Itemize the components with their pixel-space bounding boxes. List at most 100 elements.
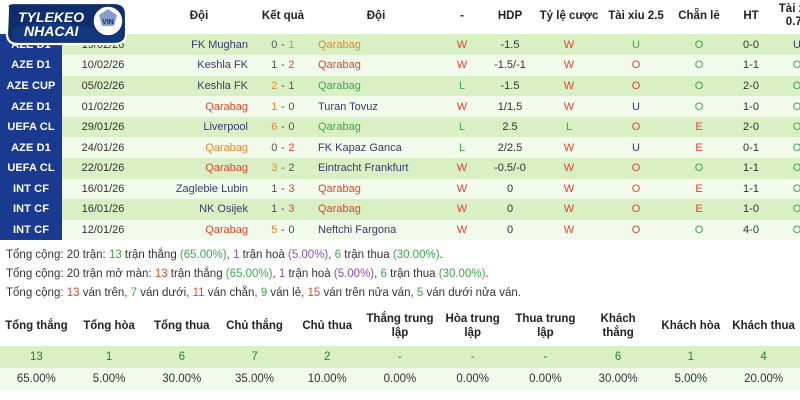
match-score: 6 - 0: [254, 116, 312, 138]
match-halftime-score: 1-0: [728, 96, 774, 117]
match-odds-result: W: [536, 34, 602, 56]
header-away-team: Đội: [312, 0, 440, 35]
match-hdp: 0: [484, 199, 536, 220]
match-halftime-score: 2-0: [728, 116, 774, 138]
match-score: 3 - 2: [254, 158, 312, 179]
match-odd-even: O: [670, 96, 728, 117]
match-row[interactable]: INT CF 16/01/26 NK Osijek 1 - 3 Qarabag W 0 W O E…: [0, 199, 800, 220]
summary-segment: ván trên,: [79, 286, 131, 299]
summary-segment: 11: [192, 286, 205, 299]
stats-percent-cell: 30.00%: [581, 368, 655, 391]
stats-header-cell: Thắng trung lập: [363, 308, 437, 347]
summary-segment: .: [485, 268, 489, 280]
match-odd-even: O: [670, 34, 728, 56]
match-home-team: Keshla FK: [144, 55, 254, 76]
header-league: [0, 0, 62, 35]
summary-segment: Tổng cộng:: [6, 286, 67, 299]
stats-count-cell: 2: [290, 346, 364, 369]
match-row[interactable]: INT CF 12/01/26 Qarabag 5 - 0 Neftchi Fargon…: [0, 219, 800, 241]
match-league-badge: INT CF: [0, 219, 62, 241]
summary-line-overunder: Tổng cộng: 13 ván trên, 7 ván dưới, 11 v…: [6, 284, 794, 303]
match-result: L: [440, 75, 484, 97]
summary-segment: trận thắng: [121, 249, 180, 262]
match-away-team: Qarabag: [312, 116, 440, 138]
match-over-under: O: [602, 55, 670, 76]
stats-count-cell: -: [509, 346, 582, 369]
stats-percent-cell: 65.00%: [0, 368, 73, 391]
summary-segment: (30.00%): [438, 268, 486, 280]
match-hdp: 2.5: [484, 116, 536, 138]
stats-header-cell: Tổng hòa: [72, 308, 146, 347]
summary-segment: (5.00%): [333, 268, 375, 280]
match-odd-even: O: [670, 219, 728, 241]
header-score: Kết quả: [254, 0, 312, 35]
summary-segment: 6: [380, 268, 387, 280]
match-over-under-075: O: [774, 219, 800, 241]
match-league-badge: INT CF: [0, 199, 62, 220]
match-date: 16/01/26: [62, 178, 144, 200]
match-result: L: [440, 116, 484, 138]
match-away-team: Turan Tovuz: [312, 96, 440, 117]
match-row[interactable]: AZE D1 10/02/26 Keshla FK 1 - 2 Qarabag W -1.5…: [0, 55, 800, 76]
match-odds-result: W: [536, 137, 602, 158]
stats-header-cell: Chủ thua: [290, 308, 364, 347]
header-halftime: HT: [728, 0, 774, 35]
stats-percent-cell: 35.00%: [218, 368, 291, 391]
match-hdp: -1.5/-1: [484, 55, 536, 76]
match-over-under-075: O: [774, 158, 800, 179]
stats-count-cell: 13: [0, 346, 73, 369]
stats-count-cell: 4: [727, 346, 800, 369]
match-date: 19/02/26: [62, 34, 144, 56]
match-date: 29/01/26: [62, 116, 144, 138]
match-over-under-075: U: [774, 34, 800, 56]
match-over-under: O: [602, 158, 670, 179]
summary-segment: Tổng cộng: 20 trận mở màn:: [6, 268, 155, 280]
header-result: -: [440, 0, 484, 35]
summary-segment: ván lẻ,: [267, 286, 308, 299]
match-over-under-075: O: [774, 96, 800, 117]
stats-header-cell: Tổng thắng: [0, 308, 73, 347]
summary-segment: .: [439, 249, 443, 262]
match-date: 16/01/26: [62, 199, 144, 220]
match-odd-even: E: [670, 116, 728, 138]
match-row[interactable]: UEFA CL 29/01/26 Liverpool 6 - 0 Qarabag L 2.5…: [0, 116, 800, 138]
match-over-under-075: O: [774, 75, 800, 97]
summary-segment: 5: [416, 286, 424, 299]
match-date: 12/01/26: [62, 219, 144, 241]
match-row[interactable]: AZE D1 24/01/26 Qarabag 0 - 2 FK Kapaz Ganca…: [0, 137, 800, 158]
match-odds-result: W: [536, 75, 602, 97]
summary-segment: ,: [328, 249, 335, 262]
summary-segment: trận hoà: [239, 249, 288, 262]
match-row[interactable]: INT CF 16/01/26 Zaglebie Lubin 1 - 3 Qarabag…: [0, 178, 800, 200]
summary-segment: ,: [272, 268, 279, 280]
match-over-under-075: O: [774, 137, 800, 158]
match-row[interactable]: AZE D1 19/02/26 FK Mughan 0 - 1 Qarabag W -1.5…: [0, 34, 800, 56]
match-row[interactable]: UEFA CL 22/01/26 Qarabag 3 - 2 Eintracht Fra…: [0, 158, 800, 179]
match-hdp: -1.5: [484, 75, 536, 97]
stats-percent-cell: 0.00%: [509, 368, 582, 391]
match-hdp: -0.5/-0: [484, 158, 536, 179]
match-away-team: Qarabag: [312, 55, 440, 76]
match-halftime-score: 0-1: [728, 137, 774, 158]
summary-segment: ván chẵn,: [204, 286, 261, 299]
stats-percent-cell: 10.00%: [290, 368, 364, 391]
match-odds-result: W: [536, 55, 602, 76]
stats-count-cell: 6: [145, 346, 219, 369]
match-league-badge: AZE D1: [0, 96, 62, 117]
match-odds-result: W: [536, 158, 602, 179]
summary-segment: ván dưới,: [137, 286, 193, 299]
summary-segment: ,: [226, 249, 233, 262]
match-hdp: 0: [484, 178, 536, 200]
match-result: W: [440, 96, 484, 117]
match-over-under: U: [602, 96, 670, 117]
match-date: 24/01/26: [62, 137, 144, 158]
match-date: 22/01/26: [62, 158, 144, 179]
stats-header-cell: Chủ thắng: [218, 308, 291, 347]
match-over-under-075: O: [774, 116, 800, 138]
match-odd-even: E: [670, 137, 728, 158]
match-score: 1 - 0: [254, 96, 312, 117]
match-row[interactable]: AZE D1 01/02/26 Qarabag 1 - 0 Turan Tovuz W 1/…: [0, 96, 800, 117]
header-date: [62, 0, 144, 35]
match-row[interactable]: AZE CUP 05/02/26 Keshla FK 2 - 1 Qarabag L -1.…: [0, 75, 800, 97]
